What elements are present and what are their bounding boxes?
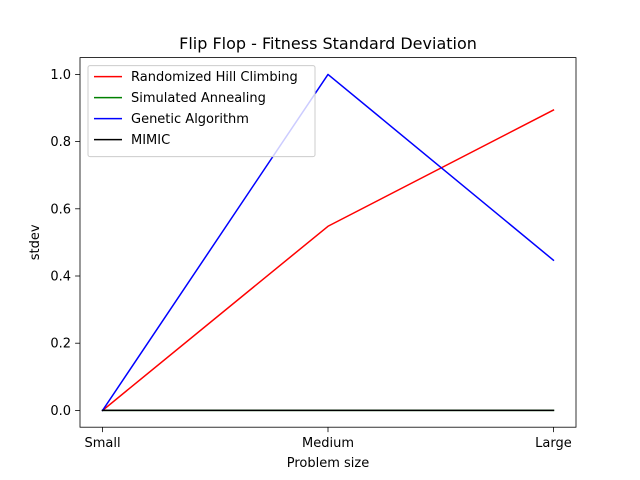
x-tick-label: Medium — [302, 436, 354, 451]
legend-label: Genetic Algorithm — [131, 112, 249, 127]
legend: Randomized Hill Climbing Simulated Anneal… — [87, 65, 316, 158]
series-line-randomized-hill-climbing — [101, 109, 555, 412]
x-axis-title: Problem size — [287, 456, 370, 471]
y-tick-label: 0.4 — [50, 270, 71, 285]
legend-label: Randomized Hill Climbing — [131, 70, 298, 85]
y-axis: 0.0 0.2 0.4 0.6 0.8 1.0 — [50, 68, 80, 419]
chart-title: Flip Flop - Fitness Standard Deviation — [179, 34, 477, 53]
x-axis: Small Medium Large — [85, 427, 572, 451]
x-tick-label: Small — [85, 436, 121, 451]
y-tick-label: 0.0 — [50, 404, 71, 419]
y-tick-label: 0.8 — [50, 135, 71, 150]
y-axis-title: stdev — [28, 224, 43, 260]
x-tick-label: Large — [535, 436, 572, 451]
legend-label: MIMIC — [131, 133, 170, 148]
y-tick-label: 0.6 — [50, 202, 71, 217]
series-layer — [101, 73, 555, 412]
y-tick-label: 0.2 — [50, 337, 71, 352]
legend-box — [87, 65, 316, 158]
series-line-genetic-algorithm — [101, 73, 555, 412]
y-tick-label: 1.0 — [50, 68, 71, 83]
legend-label: Simulated Annealing — [131, 91, 266, 106]
